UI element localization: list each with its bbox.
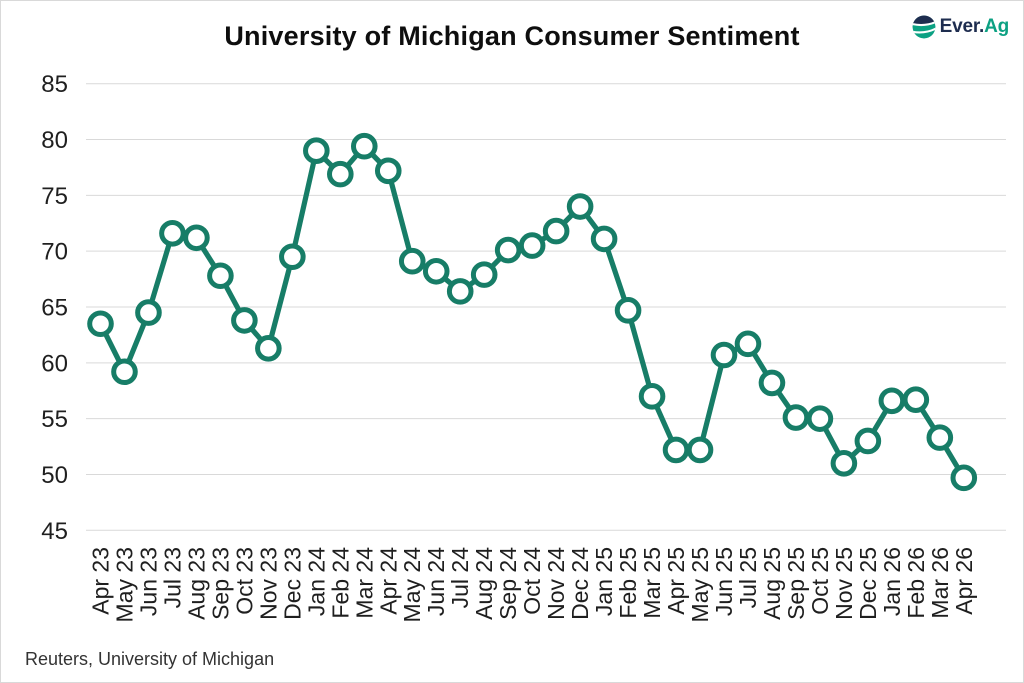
y-tick-label: 60 bbox=[41, 350, 68, 377]
everag-globe-e-icon bbox=[912, 15, 936, 39]
y-tick-label: 75 bbox=[41, 183, 68, 210]
x-tick-label: Oct 24 bbox=[519, 547, 545, 615]
data-point-marker bbox=[374, 157, 402, 185]
data-point-marker bbox=[566, 193, 594, 220]
x-tick-label: Oct 25 bbox=[807, 547, 833, 615]
data-point-marker bbox=[518, 232, 546, 259]
data-point-marker bbox=[614, 297, 642, 324]
data-point-marker bbox=[303, 137, 330, 164]
data-point-marker bbox=[255, 335, 282, 362]
x-tick-label: Aug 25 bbox=[759, 547, 785, 620]
x-tick-label: Jul 25 bbox=[735, 547, 761, 608]
data-point-marker bbox=[638, 383, 666, 410]
y-tick-label: 80 bbox=[41, 127, 68, 154]
data-point-marker bbox=[542, 217, 570, 245]
x-tick-label: May 23 bbox=[111, 547, 137, 622]
x-tick-label: Apr 23 bbox=[88, 547, 114, 615]
data-point-marker bbox=[470, 261, 498, 288]
data-point-marker bbox=[662, 436, 690, 464]
logo-text-accent: Ag bbox=[984, 16, 1009, 37]
chart-title: University of Michigan Consumer Sentimen… bbox=[224, 21, 800, 51]
everag-logo-text: Ever.Ag bbox=[939, 16, 1010, 38]
y-tick-label: 55 bbox=[41, 406, 68, 433]
data-point-marker bbox=[902, 386, 930, 413]
data-points bbox=[87, 132, 978, 492]
x-tick-label: Apr 26 bbox=[951, 547, 977, 615]
x-tick-label: Feb 25 bbox=[615, 547, 641, 619]
y-tick-label: 70 bbox=[41, 239, 68, 266]
x-tick-label: Feb 24 bbox=[327, 547, 353, 619]
data-point-marker bbox=[327, 160, 354, 188]
x-tick-label: Mar 25 bbox=[639, 547, 665, 619]
x-tick-label: Aug 24 bbox=[471, 547, 497, 620]
x-tick-label: Jul 24 bbox=[447, 547, 473, 609]
data-point-marker bbox=[231, 307, 258, 334]
data-point-marker bbox=[350, 132, 378, 160]
sentiment-line bbox=[97, 143, 967, 481]
x-tick-label: Sep 23 bbox=[207, 547, 233, 620]
logo-text-primary: Ever. bbox=[939, 16, 985, 37]
x-tick-label: Mar 24 bbox=[351, 547, 377, 619]
x-tick-label: Sep 25 bbox=[783, 547, 809, 620]
data-point-marker bbox=[159, 220, 186, 247]
x-tick-label: May 25 bbox=[687, 547, 713, 622]
y-tick-label: 65 bbox=[41, 295, 68, 322]
x-tick-label: Mar 26 bbox=[927, 547, 953, 619]
data-point-marker bbox=[758, 369, 786, 397]
y-tick-label: 45 bbox=[41, 518, 68, 545]
x-tick-label: Apr 25 bbox=[663, 547, 689, 615]
x-tick-label: Jan 26 bbox=[879, 547, 905, 616]
data-point-marker bbox=[950, 464, 978, 492]
data-point-marker bbox=[734, 330, 762, 358]
x-tick-label: May 24 bbox=[399, 547, 425, 623]
x-tick-label: Jul 23 bbox=[159, 547, 185, 608]
data-point-marker bbox=[686, 436, 714, 464]
source-note: Reuters, University of Michigan bbox=[25, 649, 275, 669]
y-tick-label: 85 bbox=[41, 71, 68, 98]
data-point-marker bbox=[854, 427, 882, 455]
data-point-marker bbox=[183, 224, 210, 252]
data-point-marker bbox=[279, 243, 306, 271]
x-tick-label: Jun 25 bbox=[711, 547, 737, 616]
x-tick-label: Jan 25 bbox=[591, 547, 617, 616]
data-point-marker bbox=[494, 236, 522, 264]
y-axis-labels: 85 80 75 70 65 60 55 50 45 bbox=[41, 71, 68, 545]
x-tick-label: Jan 24 bbox=[303, 547, 329, 616]
data-point-marker bbox=[398, 247, 426, 275]
data-point-marker bbox=[710, 341, 738, 369]
data-point-marker bbox=[878, 387, 906, 415]
data-point-marker bbox=[590, 225, 618, 253]
data-point-marker bbox=[830, 450, 858, 477]
data-point-marker bbox=[111, 358, 138, 386]
data-point-marker bbox=[207, 262, 234, 290]
everag-logo: Ever.Ag bbox=[911, 14, 1009, 40]
x-tick-label: Sep 24 bbox=[495, 547, 521, 620]
x-tick-label: Dec 24 bbox=[567, 547, 593, 620]
data-point-marker bbox=[926, 424, 954, 451]
x-tick-label: Aug 23 bbox=[183, 547, 209, 620]
x-tick-label: Jun 23 bbox=[135, 547, 161, 616]
data-point-marker bbox=[806, 405, 834, 432]
x-tick-label: Jun 24 bbox=[423, 547, 449, 616]
data-point-marker bbox=[135, 299, 162, 326]
y-tick-label: 50 bbox=[41, 462, 68, 489]
y-gridlines bbox=[86, 83, 1006, 531]
data-point-marker bbox=[782, 404, 810, 431]
data-point-marker bbox=[446, 278, 474, 305]
x-tick-label: Feb 26 bbox=[903, 547, 929, 619]
x-tick-label: Dec 25 bbox=[855, 547, 881, 620]
x-tick-label: Oct 23 bbox=[231, 547, 257, 615]
x-tick-label: Nov 25 bbox=[831, 547, 857, 620]
data-point-marker bbox=[87, 310, 114, 338]
x-tick-label: Apr 24 bbox=[375, 547, 401, 615]
data-point-marker bbox=[422, 257, 450, 285]
x-tick-label: Nov 23 bbox=[255, 547, 281, 620]
x-tick-label: Dec 23 bbox=[279, 547, 305, 620]
x-tick-label: Nov 24 bbox=[543, 547, 569, 620]
